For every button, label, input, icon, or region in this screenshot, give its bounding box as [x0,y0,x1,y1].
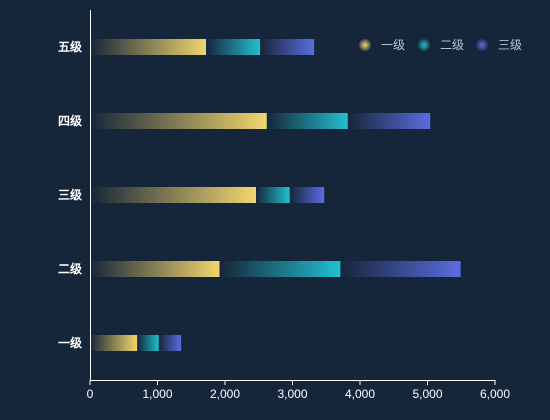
x-tick-label: 6,000 [480,387,510,401]
legend-label: 二级 [440,38,464,52]
legend-item[interactable]: 一级 [359,38,405,52]
bar-4-series-2[interactable] [266,113,348,129]
x-tick-label: 4,000 [345,387,375,401]
bar-3-series-2[interactable] [256,187,290,203]
category-label: 五级 [58,39,82,54]
x-tick-label: 0 [87,387,94,401]
category-label: 三级 [58,187,82,202]
legend-swatch [359,39,371,51]
bar-1-series-3[interactable] [158,335,182,351]
bar-5-series-2[interactable] [206,39,261,55]
bar-2-series-1[interactable] [90,261,220,277]
legend-label: 一级 [381,38,405,52]
legend-swatch [418,39,430,51]
category-labels: 一级 二级 三级 四级 五级 [58,39,82,350]
bars-layer [90,39,461,351]
x-tick-label: 1,000 [142,387,172,401]
category-label: 一级 [58,335,82,350]
legend-item[interactable]: 二级 [418,38,464,52]
bar-5-series-1[interactable] [90,39,207,55]
legend-label: 三级 [498,38,522,52]
bar-2-series-3[interactable] [340,261,461,277]
legend-swatch [476,39,488,51]
bar-4-series-3[interactable] [347,113,431,129]
category-label: 二级 [58,261,82,276]
x-axis-ticks: 0 1,000 2,000 3,000 4,000 5,000 6,000 [87,380,510,401]
x-tick-label: 3,000 [277,387,307,401]
bar-1-series-2[interactable] [137,335,159,351]
bar-4-series-1[interactable] [90,113,267,129]
bar-2-series-2[interactable] [219,261,341,277]
x-tick-label: 2,000 [210,387,240,401]
bar-3-series-1[interactable] [90,187,257,203]
legend-item[interactable]: 三级 [476,38,522,52]
x-tick-label: 5,000 [412,387,442,401]
bar-5-series-3[interactable] [260,39,315,55]
bar-1-series-1[interactable] [90,335,138,351]
bar-3-series-3[interactable] [289,187,325,203]
category-label: 四级 [58,113,82,128]
legend[interactable]: 一级 二级 三级 [359,38,522,52]
